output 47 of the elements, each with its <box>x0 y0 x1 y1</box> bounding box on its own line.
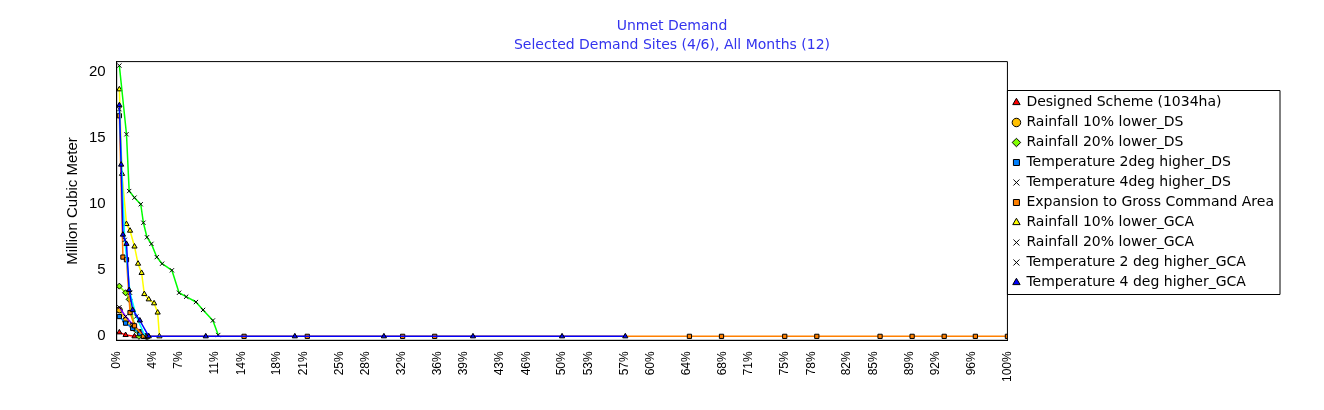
x-tick-label: 11% <box>206 350 221 375</box>
x-tick-label: 60% <box>643 350 658 376</box>
x-tick-label: 71% <box>741 350 756 376</box>
x-tick-label: 28% <box>358 350 373 376</box>
legend-label: Temperature 2 deg higher_GCA <box>1025 253 1247 270</box>
x-tick-label: 64% <box>679 350 694 376</box>
legend-label: Expansion to Gross Command Area <box>1026 193 1275 210</box>
legend-label: Rainfall 20% lower_GCA <box>1026 233 1195 250</box>
x-tick-label: 25% <box>331 350 346 376</box>
x-tick-label: 21% <box>296 350 311 376</box>
legend-label: Rainfall 20% lower_DS <box>1026 133 1184 150</box>
chart-subtitle: Selected Demand Sites (4/6), All Months (12) <box>513 35 831 52</box>
x-tick-label: 85% <box>866 350 881 376</box>
y-tick-label: 0 <box>97 326 106 344</box>
x-tick-label: 46% <box>518 350 533 376</box>
x-tick-label: 57% <box>616 350 631 376</box>
legend-label: Temperature 2deg higher_DS <box>1025 153 1231 170</box>
y-axis-title: Million Cubic Meter <box>63 137 81 265</box>
legend-label: Rainfall 10% lower_DS <box>1026 113 1184 130</box>
x-tick-label: 14% <box>233 350 248 376</box>
x-tick-label: 68% <box>714 350 729 376</box>
x-tick-label: 0% <box>109 350 123 369</box>
x-tick-label: 53% <box>581 350 596 376</box>
x-tick-label: 100% <box>999 350 1014 383</box>
x-tick-label: 32% <box>394 350 409 376</box>
x-tick-label: 43% <box>492 350 507 376</box>
legend-label: Temperature 4 deg higher_GCA <box>1025 273 1247 290</box>
legend-label: Rainfall 10% lower_GCA <box>1026 213 1195 230</box>
x-tick-label: 50% <box>554 350 569 376</box>
x-tick-label: 18% <box>269 350 284 376</box>
x-tick-label: 78% <box>803 350 818 376</box>
x-tick-label: 82% <box>839 350 854 376</box>
legend-label: Designed Scheme (1034ha) <box>1026 93 1222 110</box>
x-tick-label: 39% <box>456 350 471 376</box>
y-tick-label: 15 <box>89 128 106 146</box>
x-tick-label: 89% <box>901 350 916 376</box>
x-tick-label: 96% <box>964 350 979 376</box>
x-tick-label: 7% <box>171 350 186 369</box>
x-tick-label: 36% <box>429 350 444 376</box>
x-tick-label: 75% <box>777 350 792 376</box>
x-tick-label: 4% <box>144 350 159 369</box>
legend-label: Temperature 4deg higher_DS <box>1025 173 1231 190</box>
y-tick-label: 5 <box>97 260 106 278</box>
y-tick-label: 10 <box>89 194 106 212</box>
chart-title: Unmet Demand <box>616 17 728 34</box>
y-tick-label: 20 <box>89 62 106 80</box>
x-tick-label: 92% <box>928 350 943 376</box>
